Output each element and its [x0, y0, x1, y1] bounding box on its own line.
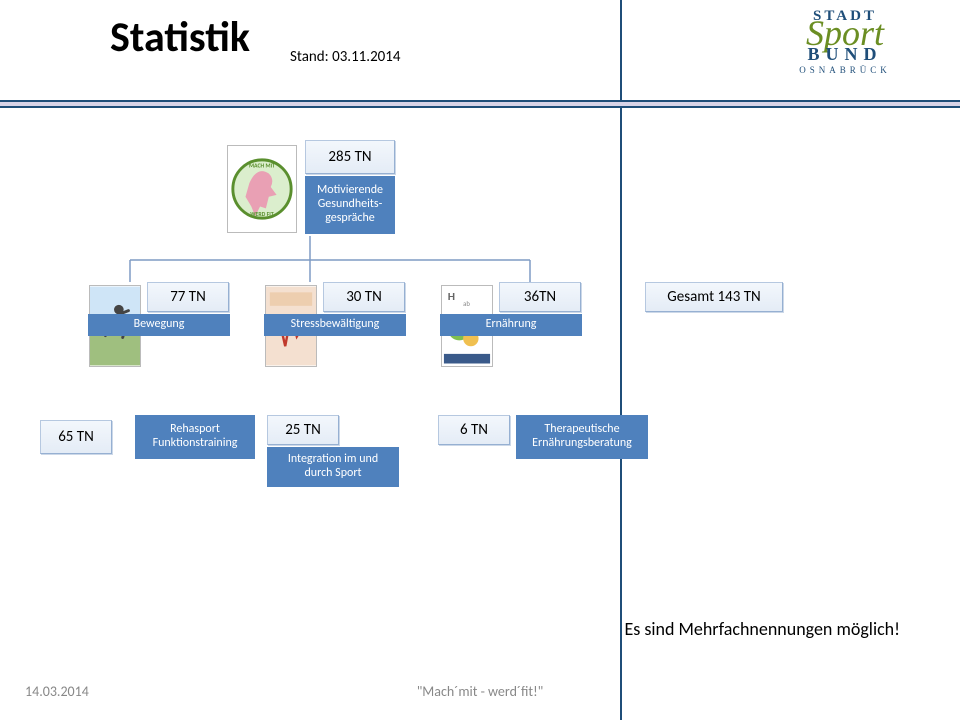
- therapeutische-label-box: Therapeutische Ernährungsberatung: [516, 415, 648, 459]
- logo-line-4: OSNABRÜCK: [760, 65, 930, 75]
- svg-text:WERD FIT: WERD FIT: [250, 210, 274, 218]
- top-value-box: 285 TN: [305, 140, 395, 174]
- low-right-value: 6 TN: [460, 421, 488, 439]
- low-left-value: 65 TN: [58, 428, 94, 446]
- bewegung-value: 77 TN: [170, 288, 206, 306]
- svg-text:H: H: [448, 290, 455, 304]
- stress-value-box: 30 TN: [323, 282, 405, 312]
- footnote: Es sind Mehrfachnennungen möglich!: [624, 618, 900, 640]
- low-mid-value-box: 25 TN: [267, 415, 339, 445]
- low-left-value-box: 65 TN: [40, 420, 112, 454]
- logo-line-2: Sport: [760, 21, 930, 46]
- svg-text:MACH MIT: MACH MIT: [249, 162, 275, 170]
- ernaehrung-value-box: 36TN: [499, 282, 581, 312]
- page-title: Statistik: [110, 12, 250, 63]
- svg-text:ab: ab: [463, 300, 470, 308]
- integration-label-box: Integration im und durch Sport: [267, 447, 399, 487]
- page: Statistik Stand: 03.11.2014 STADT Sport …: [0, 0, 960, 720]
- ernaehrung-label-box: Ernährung: [440, 314, 582, 336]
- logo-line-3: BUND: [760, 44, 930, 65]
- stress-label-box: Stressbewältigung: [264, 314, 406, 336]
- brand-logo: STADT Sport BUND OSNABRÜCK: [760, 8, 930, 75]
- stress-value: 30 TN: [346, 288, 382, 306]
- cross-horizontal: [0, 100, 960, 110]
- rehasport-label-box: Rehasport Funktionstraining: [135, 415, 255, 459]
- bewegung-value-box: 77 TN: [147, 282, 229, 312]
- footer-caption: "Mach´mit - werd´fit!": [0, 683, 960, 700]
- low-right-value-box: 6 TN: [438, 415, 510, 445]
- ernaehrung-value: 36TN: [524, 288, 556, 306]
- top-label-box: Motivierende Gesundheits- gespräche: [305, 176, 395, 234]
- gesamt-value: Gesamt 143 TN: [667, 288, 760, 306]
- gesamt-value-box: Gesamt 143 TN: [645, 282, 783, 312]
- campaign-icon: MACH MIT WERD FIT: [227, 145, 297, 233]
- bewegung-label-box: Bewegung: [88, 314, 230, 336]
- low-mid-value: 25 TN: [285, 421, 321, 439]
- top-value: 285 TN: [328, 148, 371, 166]
- page-subtitle: Stand: 03.11.2014: [290, 48, 400, 66]
